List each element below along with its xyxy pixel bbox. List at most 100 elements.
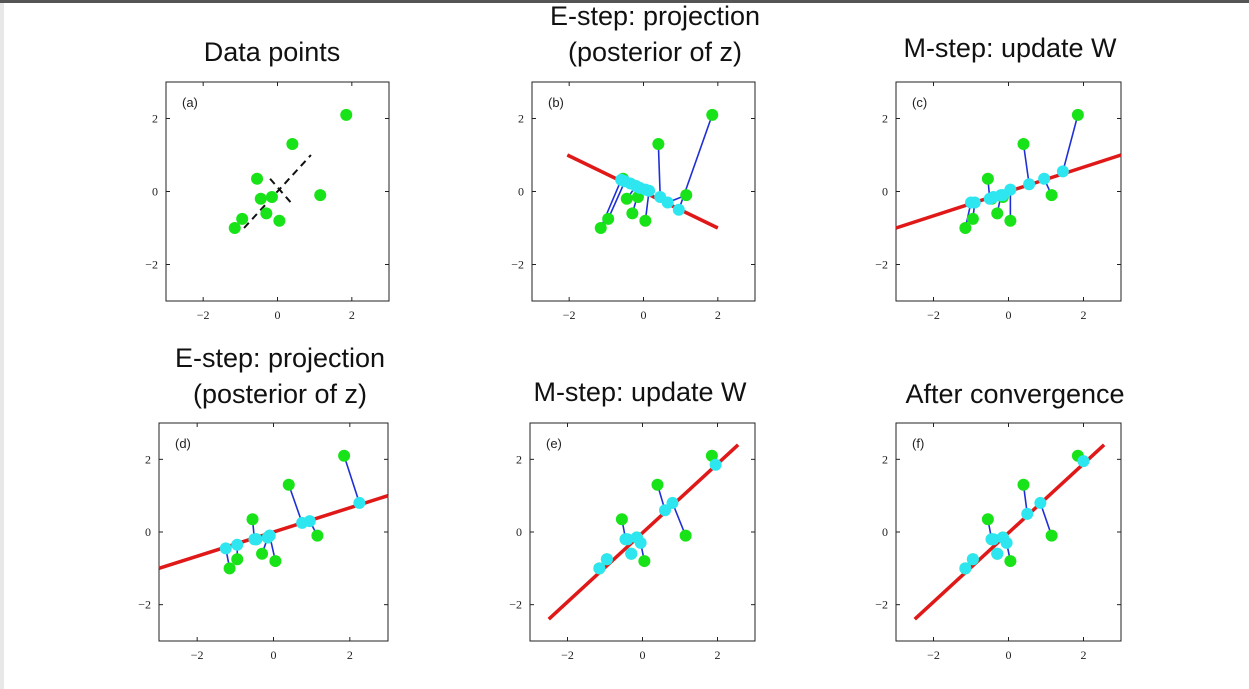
y-tick-label: −2 [145,258,158,272]
data-point [311,529,324,542]
panel-letter: (b) [548,95,564,110]
panel-f-title: After convergence [885,376,1145,412]
panel-d-title: E-step: projection (posterior of z) [155,340,405,412]
projected-point [659,504,671,517]
projected-point [1023,178,1036,191]
projected-point [303,515,316,528]
projection-connector [288,484,303,524]
left-border [0,3,4,689]
projection-connector [657,144,662,198]
y-tick-label: 0 [518,185,524,199]
projected-point [968,196,981,209]
data-point [1004,555,1017,568]
projected-point [966,553,979,566]
projected-point [1056,165,1069,178]
data-point [340,108,353,121]
data-point [638,555,651,568]
projection-connector [343,455,361,504]
y-tick-label: −2 [875,598,888,612]
data-point [1045,529,1058,542]
projected-point [600,553,613,566]
projected-point [643,184,656,197]
data-point [338,449,351,462]
panel-letter: (f) [912,436,924,451]
data-point [651,478,664,491]
x-tick-label: −2 [197,308,210,322]
top-border [0,0,1249,3]
y-tick-label: 0 [882,525,888,539]
panel-letter: (e) [546,436,562,451]
data-point [246,513,259,526]
data-point [286,138,299,151]
data-point [269,555,282,568]
x-tick-label: 0 [275,308,281,322]
x-tick-label: −2 [563,308,576,322]
data-point [620,192,633,205]
data-point [991,207,1004,220]
data-point [254,192,267,205]
x-tick-label: 2 [715,648,721,662]
data-point [602,212,615,225]
panel-d-plot: −2 0 2 −2 0 2 (d) [138,422,389,662]
projected-point [1077,455,1090,468]
projected-point [219,542,232,555]
data-point [594,222,607,234]
data-point [981,513,994,526]
projection-connector [607,180,626,220]
panel-e-title-line-1: M-step: update W [533,377,747,407]
dashed-minor-line [269,178,294,205]
panel-b-title-line-2: (posterior of z) [567,37,743,67]
y-tick-label: 2 [516,452,522,466]
projected-point [231,538,244,551]
y-tick-label: 2 [145,452,151,466]
x-tick-label: 2 [715,308,721,322]
panel-a-plot: −2 0 2 −2 0 2 (a) [145,81,390,322]
data-point [631,190,644,203]
projected-point [1004,183,1017,196]
y-tick-label: −2 [875,258,888,272]
x-tick-label: 0 [641,308,647,322]
projection-connector [1062,114,1079,172]
projected-point [1034,496,1047,509]
panel-c-title: M-step: update W [885,30,1135,66]
projected-point [672,203,685,216]
x-tick-label: 2 [1081,648,1087,662]
panel-b-plot: −2 0 2 −2 0 2 (b) [511,81,756,322]
data-point [680,189,693,202]
panel-a-title: Data points [162,34,382,70]
panel-letter: (d) [175,436,191,451]
y-tick-label: 0 [516,525,522,539]
y-tick-label: 0 [152,185,158,199]
y-tick-label: 2 [882,112,888,126]
x-tick-label: 0 [271,648,277,662]
y-tick-label: 0 [145,525,151,539]
data-point [626,207,639,220]
x-tick-label: 0 [1006,648,1012,662]
panel-f-plot: −2 0 2 −2 0 2 (f) [875,422,1122,662]
projected-point [353,496,366,509]
data-point [1004,214,1017,227]
panel-e-title: M-step: update W [515,374,765,410]
data-point [1045,189,1058,202]
panel-c-plot: −2 0 2 −2 0 2 (c) [875,81,1122,322]
principal-line [913,443,1106,621]
data-point [314,189,327,202]
panel-b-title: E-step: projection (posterior of z) [530,0,780,70]
data-point [615,513,628,526]
x-tick-label: −2 [191,648,204,662]
y-tick-label: 2 [152,112,158,126]
projected-point [1000,536,1013,549]
data-point [273,214,286,227]
data-point [1071,108,1084,121]
data-point [1017,478,1030,491]
projected-point [1038,172,1051,185]
projected-point [709,458,722,471]
data-point [679,529,692,542]
data-point [251,172,264,185]
x-tick-label: 2 [347,648,353,662]
panel-c-title-line-1: M-step: update W [903,33,1117,63]
data-point [706,108,719,121]
panel-letter: (a) [182,95,198,110]
projected-point [661,196,674,209]
projected-point [666,496,679,509]
